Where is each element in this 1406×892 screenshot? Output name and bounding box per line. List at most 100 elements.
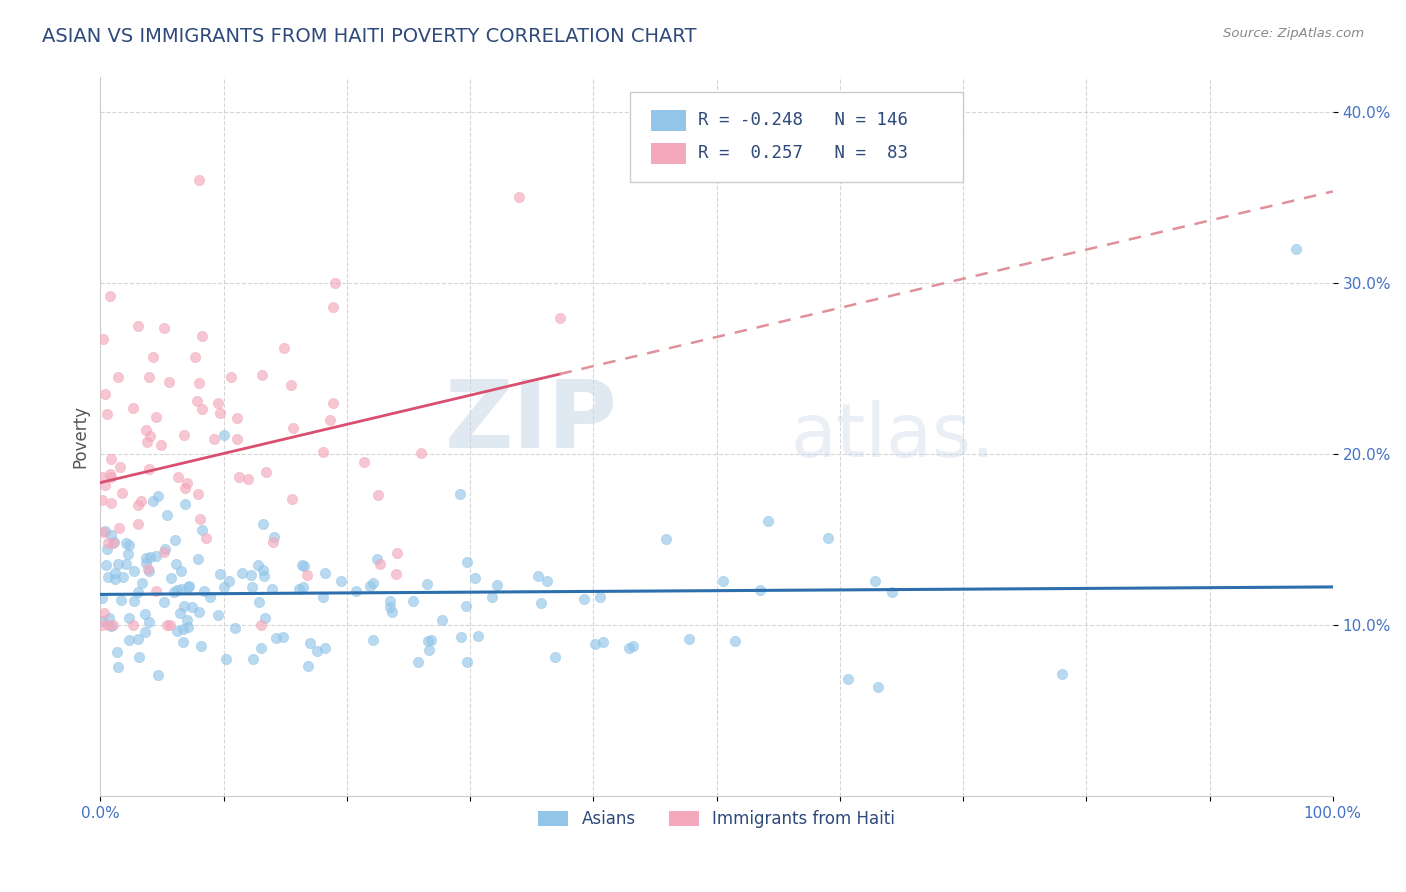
Point bbox=[291, 558, 314, 572]
Point bbox=[252, 516, 274, 531]
Point bbox=[280, 378, 302, 392]
Point bbox=[174, 497, 197, 511]
Point bbox=[142, 350, 165, 364]
Point bbox=[138, 462, 160, 476]
FancyBboxPatch shape bbox=[651, 110, 686, 131]
Point bbox=[224, 621, 246, 635]
Point bbox=[299, 636, 322, 650]
Point bbox=[118, 632, 141, 647]
Point bbox=[252, 368, 274, 382]
Point bbox=[108, 521, 131, 535]
Point bbox=[409, 446, 432, 460]
Point bbox=[131, 576, 153, 591]
Point bbox=[416, 577, 439, 591]
Point bbox=[128, 650, 150, 665]
Point bbox=[863, 574, 886, 588]
Point bbox=[464, 571, 486, 585]
Point bbox=[212, 580, 235, 594]
Point bbox=[153, 542, 176, 557]
Point bbox=[749, 583, 772, 598]
Point bbox=[817, 532, 839, 546]
Point bbox=[574, 591, 596, 606]
Point bbox=[281, 491, 304, 506]
Point bbox=[176, 613, 198, 627]
Point bbox=[190, 523, 212, 537]
Point bbox=[368, 557, 391, 571]
Point bbox=[271, 630, 294, 644]
Point bbox=[176, 580, 198, 594]
Point bbox=[430, 613, 453, 627]
Point bbox=[359, 579, 381, 593]
Point bbox=[157, 375, 180, 389]
Point bbox=[312, 445, 335, 459]
Point bbox=[107, 557, 129, 571]
Point bbox=[104, 566, 127, 581]
Point bbox=[450, 630, 472, 644]
Point bbox=[173, 599, 195, 613]
Point bbox=[187, 173, 209, 187]
Point bbox=[319, 413, 342, 427]
Point bbox=[152, 545, 174, 559]
Text: R = -0.248   N = 146: R = -0.248 N = 146 bbox=[697, 111, 908, 128]
Text: ASIAN VS IMMIGRANTS FROM HAITI POVERTY CORRELATION CHART: ASIAN VS IMMIGRANTS FROM HAITI POVERTY C… bbox=[42, 27, 697, 45]
Point bbox=[127, 632, 149, 646]
Point bbox=[90, 618, 112, 632]
FancyBboxPatch shape bbox=[651, 143, 686, 164]
Point bbox=[589, 591, 612, 605]
Point bbox=[187, 605, 209, 619]
Point bbox=[122, 401, 145, 415]
Point bbox=[481, 591, 503, 605]
Point bbox=[880, 584, 903, 599]
Point bbox=[135, 551, 157, 566]
Point bbox=[322, 300, 344, 314]
Point bbox=[111, 486, 134, 500]
Point bbox=[145, 549, 167, 563]
Point bbox=[170, 582, 193, 596]
Legend: Asians, Immigrants from Haiti: Asians, Immigrants from Haiti bbox=[531, 803, 901, 835]
Point bbox=[254, 465, 277, 479]
Point bbox=[254, 611, 277, 625]
Text: ZIP: ZIP bbox=[446, 376, 619, 468]
Point bbox=[456, 556, 478, 570]
Point bbox=[207, 607, 229, 622]
Point bbox=[262, 582, 284, 596]
Point bbox=[526, 569, 548, 583]
Point bbox=[508, 190, 530, 204]
Point bbox=[138, 562, 160, 576]
Point bbox=[678, 632, 700, 646]
Point bbox=[166, 582, 188, 597]
Point bbox=[378, 599, 401, 614]
Point bbox=[262, 535, 284, 549]
Point bbox=[418, 643, 440, 657]
Point bbox=[209, 406, 232, 420]
Point bbox=[187, 487, 209, 501]
Point bbox=[122, 594, 145, 608]
Point bbox=[240, 568, 263, 582]
Point bbox=[228, 470, 250, 484]
Point bbox=[146, 489, 169, 503]
Point bbox=[179, 579, 201, 593]
Point bbox=[138, 564, 160, 578]
Point bbox=[172, 623, 194, 637]
Point bbox=[297, 567, 319, 582]
Point bbox=[134, 607, 156, 622]
Point bbox=[292, 559, 315, 574]
Point bbox=[173, 481, 195, 495]
Point bbox=[655, 533, 678, 547]
Point bbox=[169, 606, 191, 620]
Text: Source: ZipAtlas.com: Source: ZipAtlas.com bbox=[1223, 27, 1364, 40]
Point bbox=[122, 564, 145, 578]
Point bbox=[156, 508, 179, 522]
Point bbox=[312, 591, 335, 605]
Point bbox=[149, 437, 172, 451]
Point bbox=[621, 639, 644, 653]
Point bbox=[249, 640, 271, 655]
Point bbox=[139, 550, 162, 565]
Point bbox=[163, 533, 186, 547]
Point bbox=[115, 557, 138, 571]
Point bbox=[100, 470, 122, 484]
Point bbox=[385, 545, 408, 559]
Point bbox=[117, 538, 139, 552]
Point bbox=[91, 524, 114, 539]
Point bbox=[101, 618, 124, 632]
